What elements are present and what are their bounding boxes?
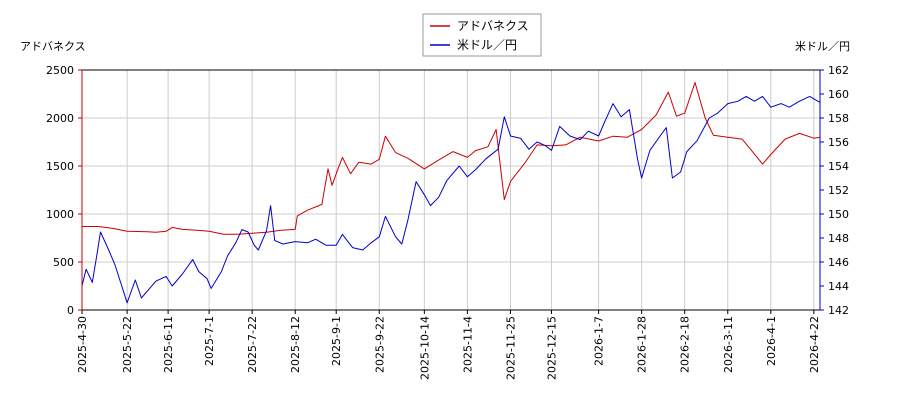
series-line-usdjpy [81, 95, 821, 304]
x-tick-label: 2025-11-4 [461, 316, 474, 373]
x-tick-label: 2025-11-25 [504, 316, 517, 380]
y-left-tick-label: 1000 [46, 208, 74, 221]
y-right-tick-label: 158 [828, 112, 849, 125]
series-layer [81, 82, 821, 304]
plot-frame [81, 69, 821, 311]
series-line-advanex [82, 82, 821, 235]
legend: アドバネクス 米ドル／円 [422, 13, 542, 57]
y-left-tick-label: 2500 [46, 64, 74, 77]
y-left-tick-label: 0 [67, 304, 74, 317]
y-right-tick-label: 152 [828, 184, 849, 197]
y-left-axis-title: アドバネクス [20, 40, 86, 53]
x-tick-label: 2026-3-11 [722, 316, 735, 373]
x-tick-label: 2025-8-12 [289, 316, 302, 373]
x-tick-label: 2025-4-30 [76, 316, 89, 373]
legend-label-usdjpy: 米ドル／円 [457, 38, 517, 52]
x-tick-label: 2026-4-1 [765, 316, 778, 366]
x-tick-label: 2025-12-15 [545, 316, 558, 380]
y-left-tick-label: 1500 [46, 160, 74, 173]
y-right-tick-label: 156 [828, 136, 849, 149]
y-right-tick-label: 160 [828, 88, 849, 101]
y-right-tick-label: 154 [828, 160, 849, 173]
y-left-tick-label: 500 [53, 256, 74, 269]
axes: 2025-4-30 2025-5-22 2025-6-11 2025-7-1 2025-… [46, 64, 849, 380]
y-right-tick-label: 150 [828, 208, 849, 221]
y-right-tick-label: 162 [828, 64, 849, 77]
x-tick-label: 2025-7-1 [203, 316, 216, 366]
x-tick-label: 2025-10-14 [418, 316, 431, 380]
grid [81, 69, 820, 311]
x-tick-label: 2025-7-22 [246, 316, 259, 373]
y-right-tick-label: 148 [828, 232, 849, 245]
x-tick-label: 2025-9-1 [330, 316, 343, 366]
y-right-tick-label: 144 [828, 280, 849, 293]
x-tick-label: 2026-2-18 [679, 316, 692, 373]
y-right-tick-label: 142 [828, 304, 849, 317]
x-tick-label: 2025-9-22 [373, 316, 386, 373]
y-right-axis-title: 米ドル／円 [795, 40, 850, 53]
y-right-tick-label: 146 [828, 256, 849, 269]
legend-label-advanex: アドバネクス [457, 19, 529, 33]
x-tick-label: 2026-1-28 [636, 316, 649, 373]
x-tick-label: 2025-6-11 [162, 316, 175, 373]
x-tick-label: 2025-5-22 [121, 316, 134, 373]
x-tick-label: 2026-4-22 [808, 316, 821, 373]
legend-box [422, 13, 542, 57]
x-tick-label: 2026-1-7 [593, 316, 606, 366]
y-left-tick-label: 2000 [46, 112, 74, 125]
